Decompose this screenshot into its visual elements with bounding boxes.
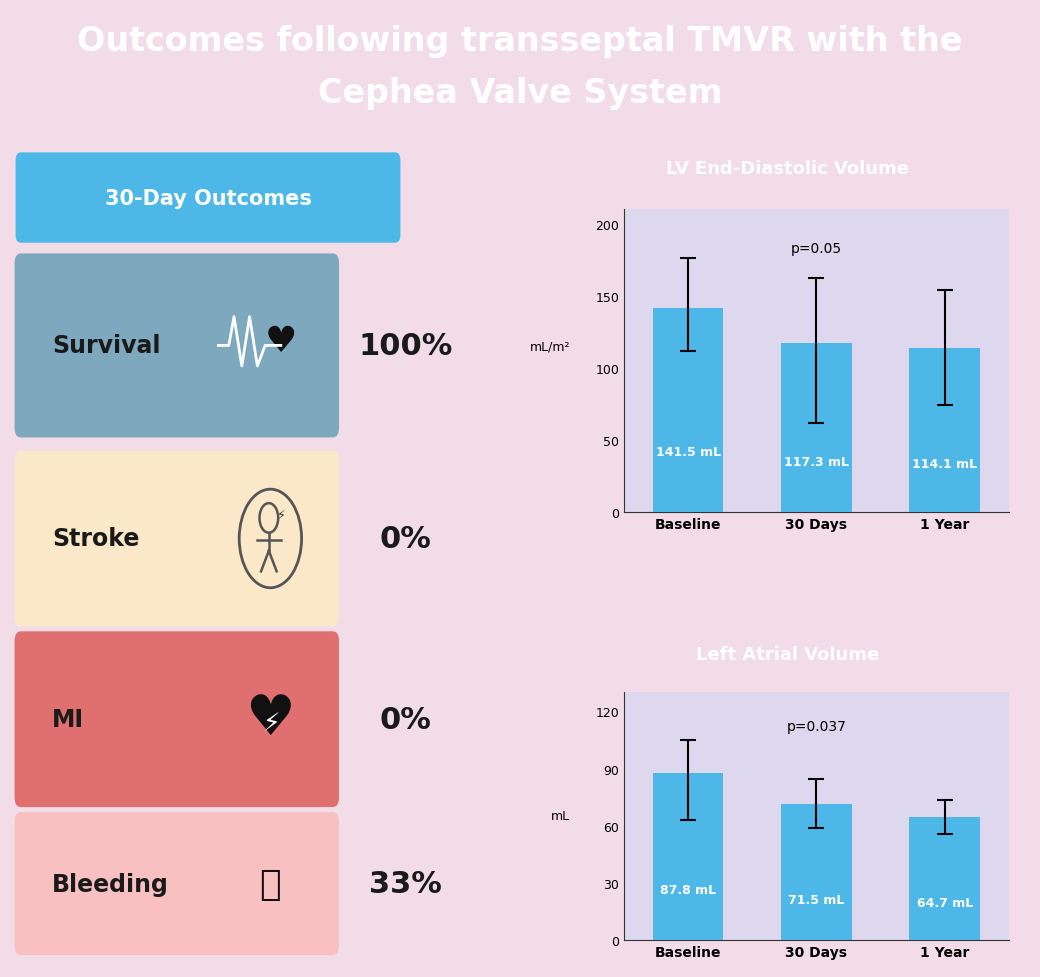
Text: 33%: 33% [369, 870, 442, 898]
Text: ⚡: ⚡ [263, 711, 280, 736]
Bar [653, 309, 724, 513]
FancyBboxPatch shape [15, 254, 339, 438]
Text: Stroke: Stroke [52, 527, 139, 551]
Text: 141.5 mL: 141.5 mL [655, 446, 721, 458]
Text: 114.1 mL: 114.1 mL [912, 457, 978, 470]
Text: ⚡: ⚡ [278, 508, 286, 521]
Text: Outcomes following transseptal TMVR with the: Outcomes following transseptal TMVR with… [77, 24, 963, 58]
Text: 100%: 100% [359, 331, 452, 361]
Text: p=0.037: p=0.037 [786, 719, 847, 734]
Bar [653, 773, 724, 940]
FancyBboxPatch shape [15, 451, 339, 626]
Text: 64.7 mL: 64.7 mL [916, 897, 972, 910]
Text: 0%: 0% [380, 705, 432, 734]
Text: Cephea Valve System: Cephea Valve System [318, 77, 722, 110]
FancyBboxPatch shape [15, 812, 339, 955]
Text: 30-Day Outcomes: 30-Day Outcomes [105, 190, 311, 209]
Text: Bleeding: Bleeding [52, 871, 168, 896]
Bar [909, 349, 980, 513]
Text: 117.3 mL: 117.3 mL [784, 455, 849, 469]
Bar [781, 804, 852, 940]
Text: mL: mL [551, 809, 570, 823]
Text: ♥: ♥ [264, 325, 297, 359]
Bar [909, 817, 980, 940]
Text: MI: MI [52, 707, 84, 732]
Text: LV End-Diastolic Volume: LV End-Diastolic Volume [667, 159, 909, 178]
Bar [781, 344, 852, 513]
Text: ♥: ♥ [245, 693, 295, 746]
FancyBboxPatch shape [16, 153, 400, 243]
Text: 💧: 💧 [260, 867, 281, 901]
Text: p=0.05: p=0.05 [790, 241, 842, 256]
Text: Survival: Survival [52, 334, 160, 358]
FancyBboxPatch shape [15, 632, 339, 807]
Text: 71.5 mL: 71.5 mL [788, 893, 844, 906]
Text: Left Atrial Volume: Left Atrial Volume [696, 646, 880, 663]
Text: mL/m²: mL/m² [529, 340, 570, 354]
Text: 87.8 mL: 87.8 mL [660, 883, 717, 896]
Text: 0%: 0% [380, 525, 432, 553]
